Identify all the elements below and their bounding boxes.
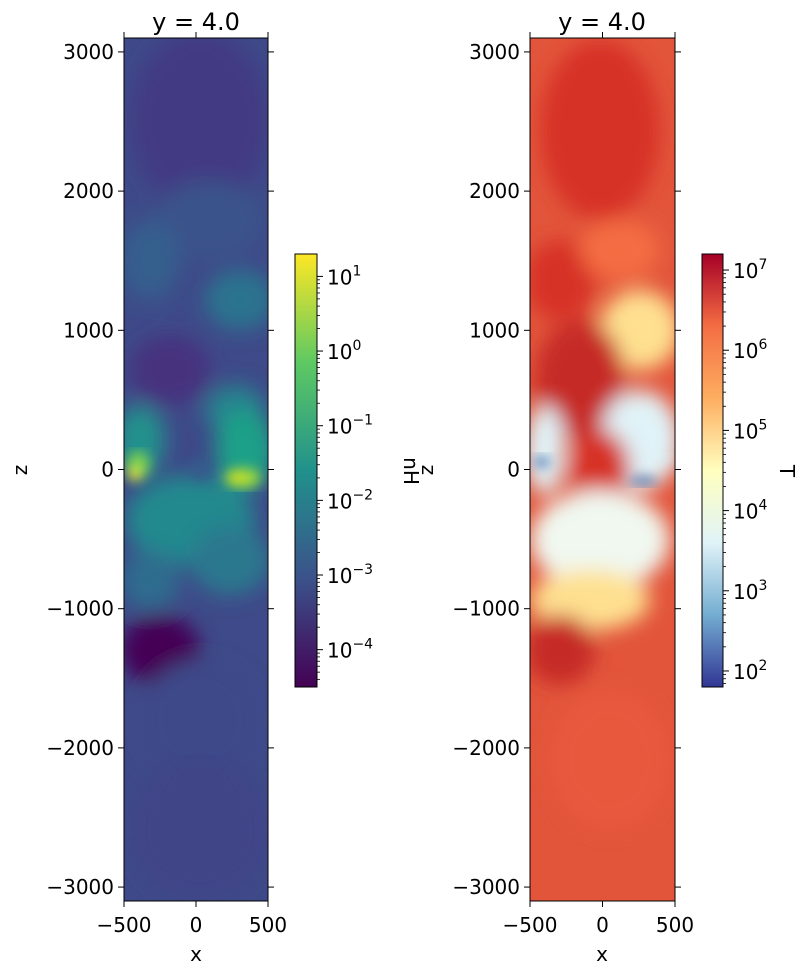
x-tick-label: −500 (97, 913, 152, 937)
temperature-colorbar-label: T (775, 464, 799, 478)
density-title: y = 4.0 (152, 8, 240, 36)
temperature-y-label: z (414, 465, 438, 476)
temperature-x-label: x (596, 942, 608, 966)
density-colorbar-label: nH (399, 457, 423, 485)
y-tick-label: 3000 (469, 40, 520, 64)
x-tick-label: 500 (249, 913, 287, 937)
density-field (124, 38, 268, 901)
temperature-colorbar-ticks: 102 103 104 105 106 107 (723, 257, 767, 684)
colorbar-tick-label: 100 (327, 338, 361, 364)
colorbar-tick-label: 10−1 (327, 413, 373, 439)
colorbar-tick-label: 106 (733, 337, 767, 363)
density-y-axis: −3000 −2000 −1000 0 1000 2000 3000 (46, 40, 274, 899)
x-tick-label: 0 (190, 913, 203, 937)
y-tick-label: −1000 (452, 597, 520, 621)
y-tick-label: −3000 (46, 875, 114, 899)
temperature-field (530, 38, 675, 901)
y-tick-label: −3000 (452, 875, 520, 899)
temperature-y-axis: −3000 −2000 −1000 0 1000 2000 3000 (452, 40, 681, 899)
colorbar-tick-label: 103 (733, 578, 767, 604)
colorbar-tick-label: 107 (733, 257, 767, 283)
y-tick-label: 1000 (63, 318, 114, 342)
colorbar-tick-label: 10−4 (327, 637, 373, 663)
y-tick-label: −1000 (46, 597, 114, 621)
colorbar-tick-label: 104 (733, 498, 767, 524)
temperature-panel: y = 4.0 − (414, 8, 799, 966)
colorbar-tick-label: 10−2 (327, 487, 373, 513)
y-tick-label: 3000 (63, 40, 114, 64)
density-colorbar-ticks: 10−4 10−3 10−2 10−1 100 101 (317, 263, 373, 680)
y-tick-label: −2000 (46, 736, 114, 760)
temperature-title: y = 4.0 (558, 8, 646, 36)
colorbar-tick-label: 101 (327, 263, 361, 289)
density-y-label: z (8, 465, 32, 476)
y-tick-label: 2000 (63, 179, 114, 203)
x-tick-label: 0 (596, 913, 609, 937)
y-tick-label: 0 (507, 458, 520, 482)
y-tick-label: −2000 (452, 736, 520, 760)
density-x-axis: −500 0 500 (97, 32, 287, 937)
colorbar-tick-label: 102 (733, 658, 767, 684)
density-panel: y = 4.0 (8, 8, 423, 966)
y-tick-label: 1000 (469, 318, 520, 342)
temperature-colorbar (701, 253, 724, 688)
y-tick-label: 2000 (469, 179, 520, 203)
temperature-x-axis: −500 0 500 (503, 32, 694, 937)
y-tick-label: 0 (101, 458, 114, 482)
x-tick-label: −500 (503, 913, 558, 937)
colorbar-tick-label: 10−3 (327, 562, 373, 588)
density-x-label: x (190, 942, 202, 966)
x-tick-label: 500 (656, 913, 694, 937)
density-colorbar (294, 253, 318, 688)
colorbar-tick-label: 105 (733, 417, 767, 443)
